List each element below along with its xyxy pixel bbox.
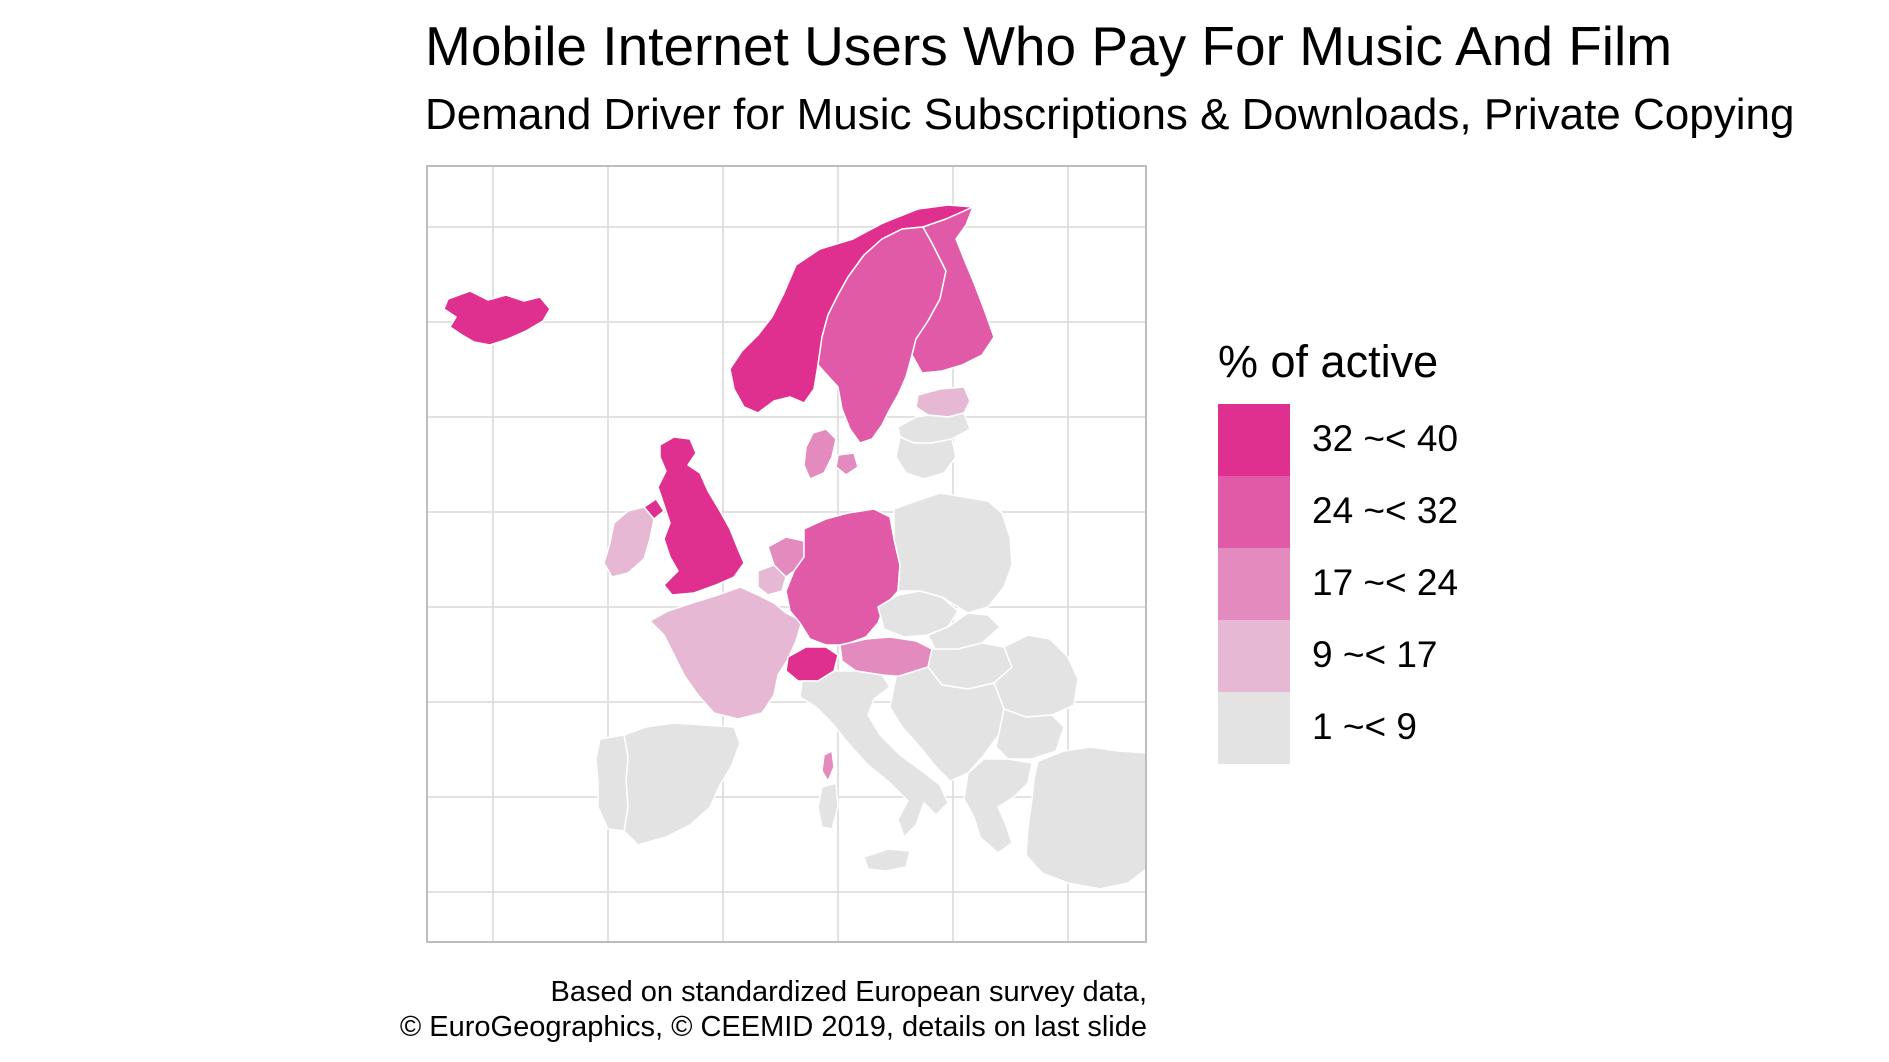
europe-map (428, 167, 1145, 941)
country-sardinia (817, 782, 839, 830)
country-ireland (603, 506, 655, 578)
legend-item: 24 ~< 32 (1218, 476, 1458, 548)
country-sicily (863, 848, 911, 872)
country-denmark (803, 428, 859, 480)
country-balkans (889, 666, 1005, 782)
legend-swatch (1218, 404, 1290, 476)
country-uk (643, 436, 745, 596)
country-estonia (915, 386, 971, 418)
country-turkey (1025, 746, 1145, 890)
caption-line-1: Based on standardized European survey da… (550, 976, 1147, 1008)
country-finland (911, 206, 995, 374)
country-greece (963, 758, 1033, 854)
country-corsica (821, 750, 835, 782)
legend-item: 17 ~< 24 (1218, 548, 1458, 620)
country-lithuania (895, 436, 957, 480)
chart-title: Mobile Internet Users Who Pay For Music … (425, 15, 1673, 77)
country-portugal (595, 734, 629, 832)
country-shapes (443, 204, 1145, 890)
country-czechia (877, 590, 959, 638)
legend-label: 32 ~< 40 (1312, 418, 1459, 459)
legend-item: 9 ~< 17 (1218, 620, 1438, 692)
legend-swatch (1218, 692, 1290, 764)
map-legend: % of active 32 ~< 40 24 ~< 32 17 ~< 24 9… (1218, 336, 1458, 764)
country-bulgaria (995, 708, 1065, 760)
country-romania (993, 634, 1079, 718)
legend-label: 1 ~< 9 (1312, 706, 1417, 747)
country-poland (893, 492, 1013, 614)
caption-line-2: © EuroGeographics, © CEEMID 2019, detail… (399, 1011, 1147, 1043)
country-france (649, 586, 803, 720)
legend-label: 9 ~< 17 (1312, 634, 1438, 675)
country-germany (785, 508, 901, 646)
legend-swatch (1218, 620, 1290, 692)
map-panel (426, 165, 1147, 943)
country-italy (799, 670, 949, 838)
chart-subtitle: Demand Driver for Music Subscriptions & … (425, 90, 1795, 139)
legend-label: 24 ~< 32 (1312, 490, 1459, 531)
legend-item: 32 ~< 40 (1218, 404, 1458, 476)
legend-title: % of active (1218, 336, 1439, 387)
legend-item: 1 ~< 9 (1218, 692, 1438, 764)
legend-label: 17 ~< 24 (1312, 562, 1459, 603)
legend-swatch (1218, 476, 1290, 548)
legend-swatch (1218, 548, 1290, 620)
source-caption: Based on standardized European survey da… (400, 975, 1147, 1045)
country-iceland (443, 290, 551, 346)
